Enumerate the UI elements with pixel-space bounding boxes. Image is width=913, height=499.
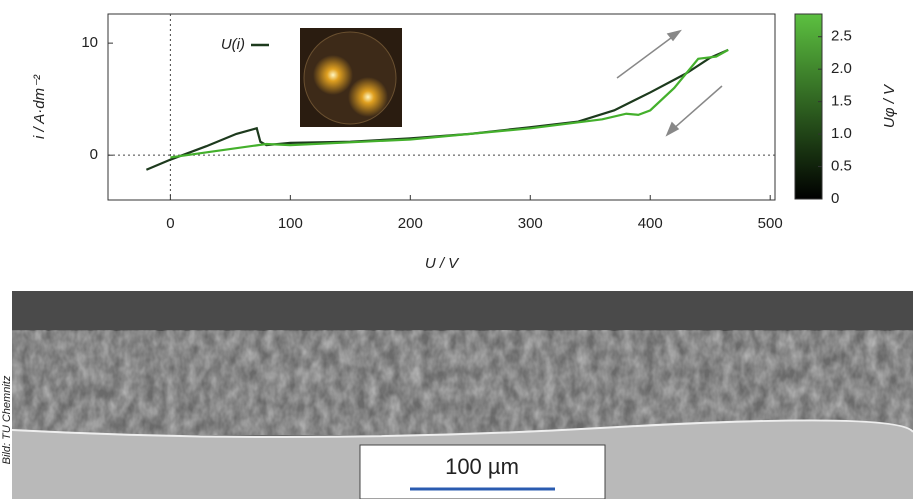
x-tick-label: 500 bbox=[758, 215, 783, 232]
colorbar-tick-label: 1.5 bbox=[831, 93, 852, 110]
data-line bbox=[146, 50, 728, 170]
scale-bar-label: 100 µm bbox=[445, 454, 519, 479]
inset-photo bbox=[300, 28, 402, 127]
colorbar-tick-label: 2.5 bbox=[831, 28, 852, 45]
colorbar-tick-label: 2.0 bbox=[831, 60, 852, 77]
image-credit: Bild: TU Chemnitz bbox=[1, 375, 13, 464]
x-tick-label: 300 bbox=[518, 215, 543, 232]
x-tick-label: 400 bbox=[638, 215, 663, 232]
y-tick-label: 10 bbox=[81, 34, 98, 51]
colorbar-label: Uφ / V bbox=[881, 83, 898, 128]
x-axis-label: U / V bbox=[425, 255, 460, 272]
x-tick-label: 100 bbox=[278, 215, 303, 232]
y-axis-label: i / A·dm⁻² bbox=[31, 74, 48, 139]
colorbar-tick-label: 1.0 bbox=[831, 125, 852, 142]
scale-bar: 100 µm bbox=[360, 445, 605, 499]
data-line bbox=[170, 50, 728, 158]
plot-frame bbox=[108, 14, 775, 200]
colorbar bbox=[795, 14, 822, 199]
legend-label: U(i) bbox=[221, 36, 245, 53]
colorbar-tick-label: 0.5 bbox=[831, 158, 852, 175]
x-tick-label: 0 bbox=[166, 215, 174, 232]
x-tick-label: 200 bbox=[398, 215, 423, 232]
colorbar-tick-label: 0 bbox=[831, 190, 839, 207]
page: 100 µm Bild: TU Chemnitz 010020030040050… bbox=[0, 0, 913, 499]
y-tick-label: 0 bbox=[90, 146, 98, 163]
